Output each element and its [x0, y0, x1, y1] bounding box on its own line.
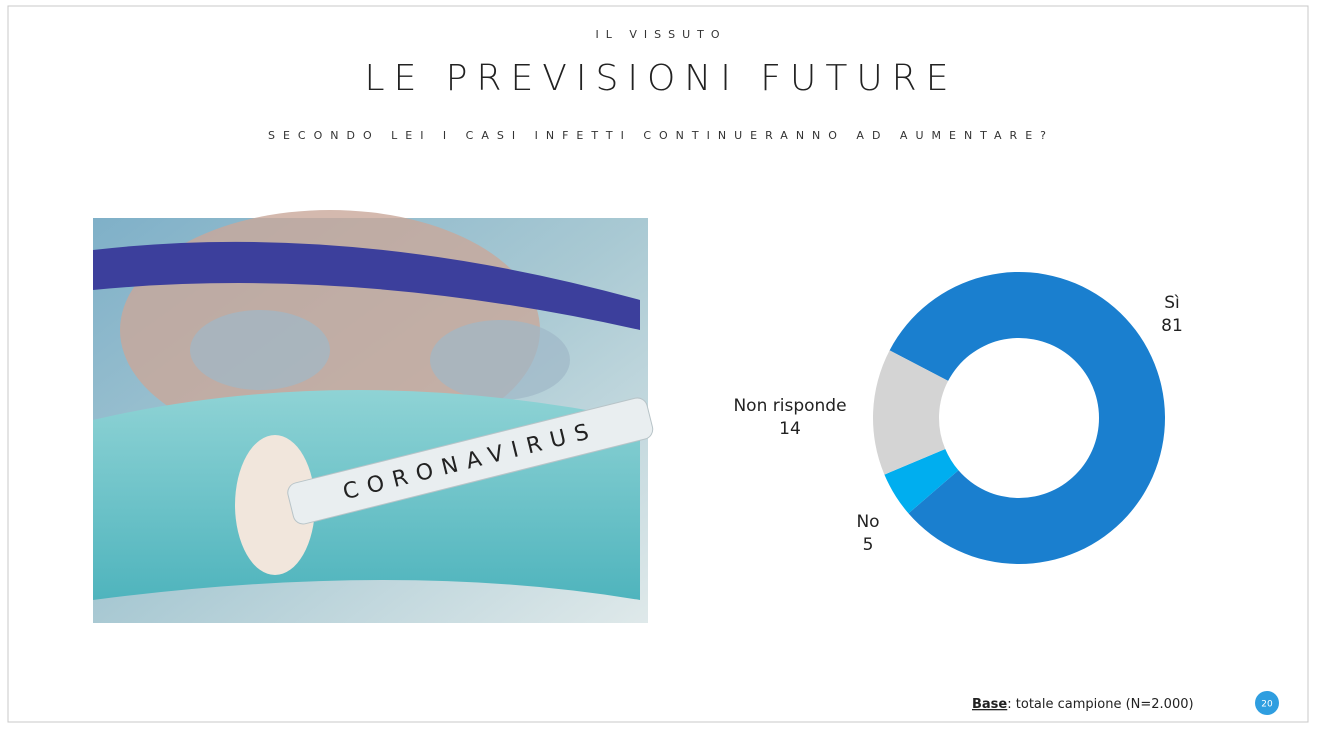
- slice-value: 81: [1161, 316, 1183, 336]
- footer-note: Base: totale campione (N=2.000): [972, 697, 1194, 712]
- photo: CORONAVIRUS: [93, 210, 655, 623]
- donut-chart: Sì 81 No 5 Non risponde 14: [733, 272, 1182, 564]
- footer-label: Base: [972, 697, 1007, 712]
- chart-title: LE PREVISIONI FUTURE: [365, 58, 958, 99]
- slice-label: No: [856, 512, 879, 532]
- overline: IL VISSUTO: [595, 28, 726, 41]
- slice-value: 5: [863, 535, 874, 555]
- slice-label: Non risponde: [733, 396, 846, 416]
- footer-text: : totale campione (N=2.000): [1007, 697, 1193, 712]
- slice-label: Sì: [1164, 293, 1180, 313]
- page-number: 20: [1261, 700, 1273, 710]
- slide: IL VISSUTO LE PREVISIONI FUTURE SECONDO …: [0, 0, 1321, 728]
- chart-subtitle: SECONDO LEI I CASI INFETTI CONTINUERANNO…: [268, 129, 1054, 142]
- slice-value: 14: [779, 419, 801, 439]
- page: {"overline": "IL VISSUTO", "photo_text":…: [0, 0, 1321, 728]
